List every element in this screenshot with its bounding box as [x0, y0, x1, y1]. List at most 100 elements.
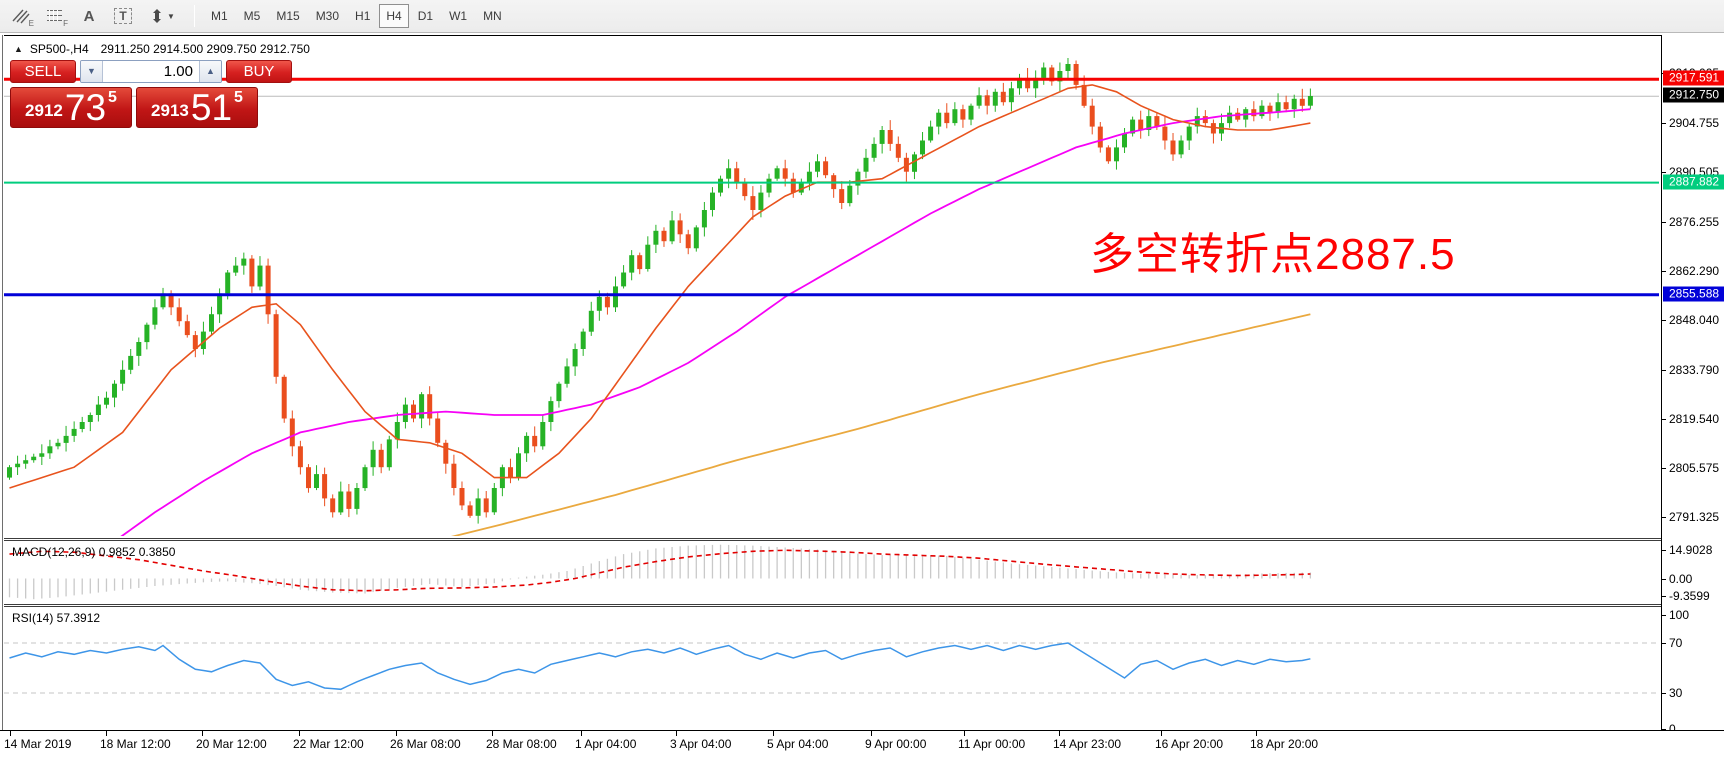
price-tick-label: 2819.540: [1669, 412, 1720, 426]
time-tick-mark: [396, 731, 397, 736]
collapse-icon[interactable]: ▲: [14, 44, 23, 54]
sell-price-prefix: 2912: [25, 101, 63, 120]
chart-left-border: [2, 35, 3, 730]
time-axis-label: 11 Apr 00:00: [958, 737, 1026, 751]
price-tick-label: 2805.575: [1669, 461, 1720, 475]
volume-input[interactable]: 1.00: [103, 61, 199, 82]
volume-spinner: ▼ 1.00 ▲: [80, 60, 222, 83]
arrow-tools-button[interactable]: ▼: [140, 3, 184, 30]
time-tick-mark: [492, 731, 493, 736]
time-tick-mark: [871, 731, 872, 736]
rsi-tick-label: 70: [1669, 636, 1683, 650]
toolbar: E F A T ▼ M1 M5 M15 M30 H1 H4 D1 W1 MN: [0, 0, 1724, 33]
axis-tick-mark: [1662, 596, 1666, 597]
time-tick-mark: [1059, 731, 1060, 736]
time-axis-label: 14 Mar 2019: [4, 737, 72, 751]
time-axis-label: 22 Mar 12:00: [293, 737, 364, 751]
axis-tick-mark: [1662, 643, 1666, 644]
price-tick-label: 2848.040: [1669, 313, 1720, 327]
tool-sub-label: E: [28, 18, 34, 28]
timeframe-button-m1[interactable]: M1: [204, 4, 235, 28]
time-axis-label: 20 Mar 12:00: [196, 737, 267, 751]
buy-price-box[interactable]: 2913 51 5: [136, 87, 258, 128]
axis-tick-mark: [1662, 729, 1666, 730]
timeframe-button-h4[interactable]: H4: [379, 4, 409, 28]
buy-price-big: 51: [190, 87, 233, 128]
rsi-indicator-pane[interactable]: RSI(14) 57.3912: [4, 604, 1661, 730]
time-tick-mark: [10, 731, 11, 736]
symbol-label: SP500-,H4: [29, 42, 89, 56]
main-chart-pane[interactable]: ▲ SP500-,H4 2911.250 2914.500 2909.750 2…: [4, 35, 1661, 536]
time-tick-mark: [773, 731, 774, 736]
price-level-label: 2912.750: [1663, 87, 1724, 103]
macd-indicator-pane[interactable]: MACD(12,26,9) 0.9852 0.3850: [4, 538, 1661, 602]
timeframe-button-mn[interactable]: MN: [476, 4, 509, 28]
axis-tick-mark: [1662, 222, 1666, 223]
text-box-icon: T: [114, 8, 132, 24]
grid-tool-button[interactable]: F: [38, 3, 72, 30]
price-axis[interactable]: 2919.0052904.7552890.5052876.2552862.290…: [1661, 35, 1724, 736]
timeframe-button-m15[interactable]: M15: [269, 4, 306, 28]
volume-increase-button[interactable]: ▲: [199, 61, 221, 82]
chart-header: ▲ SP500-,H4 2911.250 2914.500 2909.750 2…: [14, 42, 310, 56]
time-axis-label: 5 Apr 04:00: [767, 737, 829, 751]
macd-label: MACD(12,26,9) 0.9852 0.3850: [12, 545, 176, 559]
axis-tick-mark: [1662, 419, 1666, 420]
time-axis[interactable]: 14 Mar 2019 18 Mar 12:00 20 Mar 12:00 22 Ma…: [0, 730, 1724, 756]
time-tick-mark: [581, 731, 582, 736]
axis-tick-mark: [1662, 172, 1666, 173]
macd-tick-label: 14.9028: [1669, 543, 1713, 557]
axis-tick-mark: [1662, 579, 1666, 580]
price-level-label: 2887.882: [1663, 174, 1724, 190]
timeframe-button-m5[interactable]: M5: [237, 4, 268, 28]
timeframe-button-m30[interactable]: M30: [309, 4, 346, 28]
timeframe-button-d1[interactable]: D1: [411, 4, 440, 28]
price-tick-label: 2876.255: [1669, 215, 1720, 229]
time-tick-mark: [299, 731, 300, 736]
rsi-label: RSI(14) 57.3912: [12, 611, 101, 625]
price-tick-label: 2791.325: [1669, 510, 1720, 524]
crosshair-draw-tool-button[interactable]: E: [4, 3, 38, 30]
axis-tick-mark: [1662, 550, 1666, 551]
grid-icon: [46, 8, 64, 24]
macd-tick-label: 0.00: [1669, 572, 1693, 586]
axis-tick-mark: [1662, 271, 1666, 272]
price-level-label: 2855.588: [1663, 286, 1724, 302]
crosshair-draw-icon: [12, 8, 30, 24]
chart-window: ▲ SP500-,H4 2911.250 2914.500 2909.750 2…: [0, 33, 1724, 758]
rsi-tick-label: 100: [1669, 608, 1690, 622]
timeframe-button-h1[interactable]: H1: [348, 4, 377, 28]
text-label-tool-button[interactable]: A: [72, 3, 106, 30]
text-box-tool-button[interactable]: T: [106, 3, 140, 30]
time-tick-mark: [676, 731, 677, 736]
sell-price-box[interactable]: 2912 73 5: [10, 87, 132, 128]
chevron-down-icon: ▼: [167, 11, 175, 21]
axis-tick-mark: [1662, 693, 1666, 694]
buy-button[interactable]: BUY: [226, 60, 292, 83]
ohlc-values: 2911.250 2914.500 2909.750 2912.750: [100, 42, 310, 56]
sell-button[interactable]: SELL: [10, 60, 76, 83]
time-axis-label: 3 Apr 04:00: [670, 737, 732, 751]
time-tick-mark: [964, 731, 965, 736]
time-axis-label: 28 Mar 08:00: [486, 737, 557, 751]
axis-tick-mark: [1662, 517, 1666, 518]
axis-tick-mark: [1662, 468, 1666, 469]
chart-annotation-text: 多空转折点2887.5: [1090, 230, 1456, 279]
tool-sub-label: F: [63, 18, 68, 28]
one-click-trade-panel: SELL ▼ 1.00 ▲ BUY 2912 73 5 2913 51 5: [10, 60, 296, 128]
timeframe-group: M1 M5 M15 M30 H1 H4 D1 W1 MN: [203, 4, 510, 28]
axis-tick-mark: [1662, 320, 1666, 321]
time-tick-mark: [202, 731, 203, 736]
time-axis-label: 16 Apr 20:00: [1155, 737, 1224, 751]
time-axis-label: 9 Apr 00:00: [865, 737, 927, 751]
arrows-icon: [149, 8, 165, 24]
toolbar-separator: [194, 5, 195, 27]
time-axis-label: 18 Apr 20:00: [1250, 737, 1319, 751]
buy-price-prefix: 2913: [151, 101, 189, 120]
timeframe-button-w1[interactable]: W1: [442, 4, 474, 28]
time-axis-label: 14 Apr 23:00: [1053, 737, 1122, 751]
volume-decrease-button[interactable]: ▼: [81, 61, 103, 82]
time-axis-label: 1 Apr 04:00: [575, 737, 637, 751]
price-tick-label: 2904.755: [1669, 116, 1720, 130]
macd-tick-label: -9.3599: [1669, 589, 1710, 603]
